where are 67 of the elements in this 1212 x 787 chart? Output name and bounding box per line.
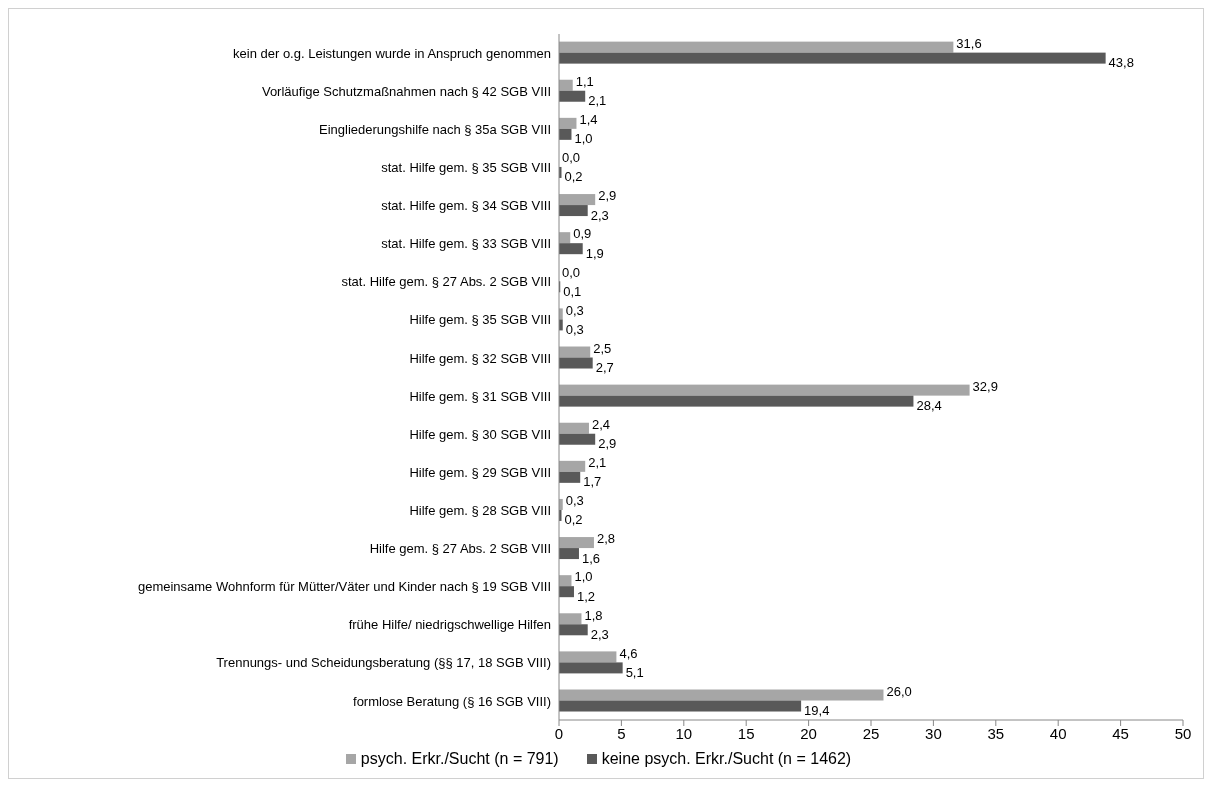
- data-label: 32,9: [972, 378, 998, 394]
- data-label: 2,4: [591, 416, 611, 432]
- data-label: 1,8: [584, 607, 603, 623]
- x-tick-label: 40: [1049, 724, 1067, 742]
- data-label: 1,9: [585, 245, 604, 261]
- data-label: 1,7: [583, 474, 602, 490]
- data-label: 0,0: [562, 150, 581, 166]
- y-tick-label: Hilfe gem. § 29 SGB VIII: [409, 464, 551, 480]
- data-label: 0,0: [562, 264, 581, 280]
- y-tick-label: stat. Hilfe gem. § 27 Abs. 2 SGB VIII: [341, 274, 551, 290]
- data-label: 2,9: [598, 436, 617, 452]
- x-tick-label: 25: [862, 724, 880, 742]
- data-label: 1,0: [574, 131, 593, 147]
- x-tick-label: 45: [1112, 724, 1129, 742]
- y-tick-label: Trennungs- und Scheidungsberatung (§§ 17, 18 SGB VIII): [216, 655, 551, 671]
- data-label: 5,1: [625, 664, 644, 680]
- y-tick-label: Hilfe gem. § 31 SGB VIII: [409, 388, 551, 404]
- data-label: 2,9: [598, 188, 617, 204]
- data-label: 2,3: [590, 207, 609, 223]
- data-label: 43,8: [1108, 55, 1134, 71]
- y-tick-label: frühe Hilfe/ niedrigschwellige Hilfen: [348, 617, 551, 633]
- y-tick-label: stat. Hilfe gem. § 34 SGB VIII: [381, 198, 551, 214]
- y-tick-label: Hilfe gem. § 27 Abs. 2 SGB VIII: [369, 541, 551, 557]
- data-label: 28,4: [916, 398, 942, 414]
- y-tick-label: Hilfe gem. § 32 SGB VIII: [409, 350, 551, 366]
- data-label: 2,1: [588, 455, 607, 471]
- data-label: 0,9: [573, 226, 592, 242]
- y-tick-label: kein der o.g. Leistungen wurde in Anspruch genommen: [233, 45, 551, 61]
- data-label: 1,6: [581, 550, 601, 566]
- data-label: 2,5: [593, 340, 612, 356]
- y-tick-label: Hilfe gem. § 30 SGB VIII: [409, 426, 551, 442]
- data-label: 0,3: [565, 302, 584, 318]
- y-tick-label: gemeinsame Wohnform für Mütter/Väter und Kinder nach § 19 SGB VIII: [137, 579, 551, 595]
- y-tick-label: Vorläufige Schutzmaßnahmen nach § 42 SGB VIII: [261, 83, 551, 99]
- data-label: 0,3: [565, 493, 584, 509]
- y-tick-label: stat. Hilfe gem. § 35 SGB VIII: [381, 160, 551, 175]
- data-label: 31,6: [956, 35, 982, 51]
- data-label: 2,8: [596, 531, 616, 547]
- x-tick-label: 0: [554, 724, 564, 742]
- y-tick-label: Eingliederungshilfe nach § 35a SGB VIII: [319, 121, 551, 137]
- y-tick-label: formlose Beratung (§ 16 SGB VIII): [353, 693, 551, 709]
- x-tick-label: 35: [987, 724, 1005, 742]
- data-label: 0,2: [564, 512, 583, 528]
- x-tick-label: 5: [617, 724, 626, 742]
- legend-label: psych. Erkr./Sucht (n = 791): [359, 750, 559, 768]
- legend-label: keine psych. Erkr./Sucht (n = 1462): [600, 750, 852, 768]
- data-label: 4,6: [619, 645, 638, 661]
- data-label: 1,1: [575, 73, 594, 89]
- data-label: 0,2: [564, 169, 583, 185]
- x-tick-label: 15: [737, 724, 755, 742]
- data-label: 26,0: [886, 683, 912, 699]
- data-label: 0,1: [563, 283, 582, 299]
- data-label: 19,4: [804, 703, 830, 718]
- y-tick-label: stat. Hilfe gem. § 33 SGB VIII: [381, 236, 551, 252]
- x-tick-label: 20: [800, 724, 817, 742]
- x-tick-label: 10: [675, 724, 693, 742]
- data-label: 1,4: [579, 112, 598, 128]
- data-label: 2,1: [588, 93, 607, 109]
- data-label: 1,2: [576, 588, 596, 604]
- data-label: 2,7: [595, 360, 614, 375]
- data-label: 1,0: [574, 569, 593, 585]
- data-label: 0,3: [565, 321, 584, 337]
- y-tick-label: Hilfe gem. § 35 SGB VIII: [409, 312, 551, 328]
- y-tick-label: Hilfe gem. § 28 SGB VIII: [409, 503, 551, 518]
- x-tick-label: 30: [925, 724, 942, 742]
- x-tick-label: 50: [1174, 724, 1192, 742]
- data-label: 2,3: [590, 626, 609, 642]
